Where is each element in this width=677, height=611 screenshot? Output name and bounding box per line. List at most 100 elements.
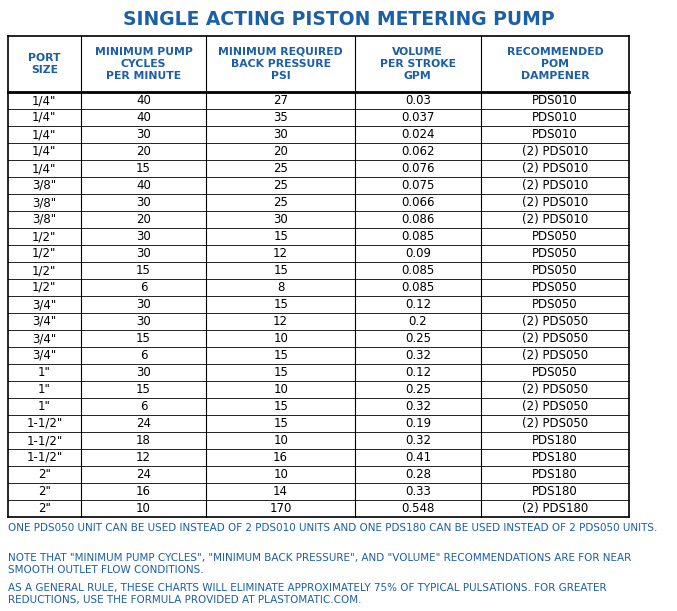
Text: (2) PDS050: (2) PDS050 (522, 383, 588, 396)
Text: PDS010: PDS010 (532, 111, 578, 124)
Text: (2) PDS010: (2) PDS010 (522, 196, 588, 209)
Text: 0.085: 0.085 (401, 281, 435, 294)
Text: (2) PDS010: (2) PDS010 (522, 179, 588, 192)
Text: 3/4": 3/4" (32, 315, 56, 328)
Text: 15: 15 (274, 349, 288, 362)
Text: 0.09: 0.09 (405, 247, 431, 260)
Text: 3/8": 3/8" (32, 213, 56, 226)
Text: PDS010: PDS010 (532, 128, 578, 141)
Text: 0.085: 0.085 (401, 230, 435, 243)
Text: 30: 30 (136, 315, 151, 328)
Text: 30: 30 (136, 230, 151, 243)
Text: 1": 1" (38, 383, 51, 396)
Text: NOTE THAT "MINIMUM PUMP CYCLES", "MINIMUM BACK PRESSURE", AND "VOLUME" RECOMMEND: NOTE THAT "MINIMUM PUMP CYCLES", "MINIMU… (8, 553, 631, 574)
Text: 40: 40 (136, 111, 151, 124)
Text: 12: 12 (273, 315, 288, 328)
Text: 30: 30 (136, 247, 151, 260)
Text: 25: 25 (274, 196, 288, 209)
Text: 15: 15 (274, 417, 288, 430)
Text: 1/2": 1/2" (32, 247, 57, 260)
Text: 18: 18 (136, 434, 151, 447)
Text: 0.086: 0.086 (401, 213, 435, 226)
Text: 27: 27 (273, 94, 288, 107)
Text: 1/2": 1/2" (32, 230, 57, 243)
Text: PDS180: PDS180 (532, 485, 578, 498)
Text: (2) PDS180: (2) PDS180 (522, 502, 588, 515)
Text: 0.41: 0.41 (405, 451, 431, 464)
Text: 8: 8 (277, 281, 284, 294)
Text: PDS010: PDS010 (532, 94, 578, 107)
Text: 30: 30 (274, 128, 288, 141)
Text: 2": 2" (38, 502, 51, 515)
Text: PDS050: PDS050 (532, 298, 577, 311)
Text: 15: 15 (274, 366, 288, 379)
Text: 0.19: 0.19 (405, 417, 431, 430)
Text: 10: 10 (274, 468, 288, 481)
Text: MINIMUM REQUIRED
BACK PRESSURE
PSI: MINIMUM REQUIRED BACK PRESSURE PSI (218, 46, 343, 81)
Text: 2": 2" (38, 485, 51, 498)
Text: RECOMMENDED
POM
DAMPENER: RECOMMENDED POM DAMPENER (506, 46, 603, 81)
Text: MINIMUM PUMP
CYCLES
PER MINUTE: MINIMUM PUMP CYCLES PER MINUTE (95, 46, 192, 81)
Text: 1/4": 1/4" (32, 145, 57, 158)
Text: 10: 10 (274, 383, 288, 396)
Text: 1/2": 1/2" (32, 264, 57, 277)
Text: 0.25: 0.25 (405, 332, 431, 345)
Text: 0.076: 0.076 (401, 162, 435, 175)
Text: 1": 1" (38, 366, 51, 379)
Text: PDS180: PDS180 (532, 468, 578, 481)
Text: 12: 12 (273, 247, 288, 260)
Text: PDS050: PDS050 (532, 366, 577, 379)
Text: 1-1/2": 1-1/2" (26, 417, 62, 430)
Text: 15: 15 (136, 383, 151, 396)
Text: 1/2": 1/2" (32, 281, 57, 294)
Text: 170: 170 (269, 502, 292, 515)
Text: PDS050: PDS050 (532, 230, 577, 243)
Text: 15: 15 (274, 230, 288, 243)
Text: 0.32: 0.32 (405, 400, 431, 413)
Text: 0.037: 0.037 (401, 111, 435, 124)
Text: 0.2: 0.2 (408, 315, 427, 328)
Text: 0.12: 0.12 (405, 298, 431, 311)
Text: SINGLE ACTING PISTON METERING PUMP: SINGLE ACTING PISTON METERING PUMP (123, 10, 554, 29)
Text: (2) PDS050: (2) PDS050 (522, 332, 588, 345)
Text: (2) PDS050: (2) PDS050 (522, 315, 588, 328)
Text: 15: 15 (274, 400, 288, 413)
Text: 3/8": 3/8" (32, 179, 56, 192)
Text: 15: 15 (274, 264, 288, 277)
Text: 6: 6 (139, 349, 148, 362)
Text: 0.075: 0.075 (401, 179, 435, 192)
Text: 3/8": 3/8" (32, 196, 56, 209)
Text: 6: 6 (139, 281, 148, 294)
Text: 0.085: 0.085 (401, 264, 435, 277)
Text: 1/4": 1/4" (32, 111, 57, 124)
Text: 6: 6 (139, 400, 148, 413)
Text: 1/4": 1/4" (32, 94, 57, 107)
Text: (2) PDS010: (2) PDS010 (522, 162, 588, 175)
Text: 14: 14 (273, 485, 288, 498)
Text: 10: 10 (136, 502, 151, 515)
Text: 10: 10 (274, 332, 288, 345)
Text: AS A GENERAL RULE, THESE CHARTS WILL ELIMINATE APPROXIMATELY 75% OF TYPICAL PULS: AS A GENERAL RULE, THESE CHARTS WILL ELI… (8, 583, 607, 605)
Text: 0.33: 0.33 (405, 485, 431, 498)
Text: 0.548: 0.548 (401, 502, 435, 515)
Text: 15: 15 (274, 298, 288, 311)
Text: 16: 16 (136, 485, 151, 498)
Text: PDS180: PDS180 (532, 451, 578, 464)
Text: 15: 15 (136, 264, 151, 277)
Text: PDS050: PDS050 (532, 281, 577, 294)
Text: 30: 30 (136, 128, 151, 141)
Text: PORT
SIZE: PORT SIZE (28, 53, 61, 75)
Text: 1": 1" (38, 400, 51, 413)
Text: 1/4": 1/4" (32, 162, 57, 175)
Text: 12: 12 (136, 451, 151, 464)
Text: (2) PDS050: (2) PDS050 (522, 349, 588, 362)
Text: 20: 20 (136, 145, 151, 158)
Text: 30: 30 (274, 213, 288, 226)
Text: PDS050: PDS050 (532, 264, 577, 277)
Text: 30: 30 (136, 298, 151, 311)
Text: 15: 15 (136, 162, 151, 175)
Text: 0.32: 0.32 (405, 434, 431, 447)
Text: 3/4": 3/4" (32, 298, 56, 311)
Text: 1-1/2": 1-1/2" (26, 451, 62, 464)
Text: 35: 35 (274, 111, 288, 124)
